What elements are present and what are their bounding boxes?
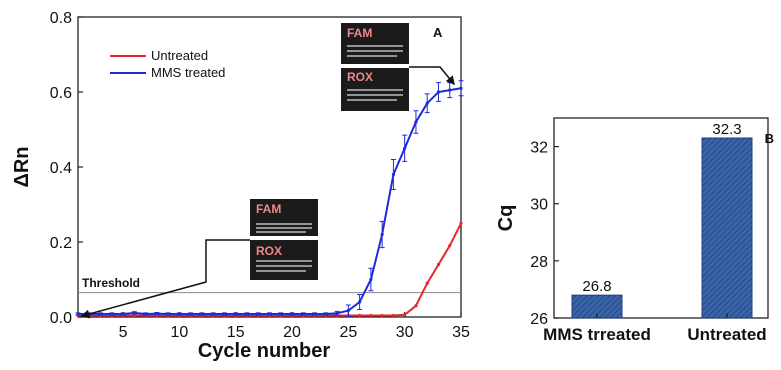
data-point xyxy=(290,312,294,316)
data-point xyxy=(459,86,463,90)
data-point xyxy=(403,313,407,317)
gel-image-low: FAM ROX xyxy=(250,199,318,280)
panel-b-letter: B xyxy=(765,131,774,146)
gel-label-rox-low: ROX xyxy=(256,244,282,258)
data-point xyxy=(121,312,125,316)
y-tick-label: 0.6 xyxy=(50,85,72,102)
panel-b-bars: 26.8 MMS trreated 32.3 Untreated xyxy=(543,121,767,344)
x-tick-label: 10 xyxy=(170,324,188,341)
data-point xyxy=(234,312,238,316)
gel-image-high: FAM ROX xyxy=(341,23,409,111)
data-point xyxy=(436,90,441,94)
connector-arrow-low xyxy=(80,239,250,319)
connector-arrow-high xyxy=(409,66,455,86)
data-point xyxy=(222,312,227,316)
data-point xyxy=(391,172,396,177)
y-tick-label: 0.8 xyxy=(50,10,72,27)
x-tick-label: 25 xyxy=(339,324,357,341)
y-tick-label: 0.0 xyxy=(50,310,72,327)
legend-label-mms-treated: MMS treated xyxy=(151,65,225,80)
y-tick-label: 30 xyxy=(530,197,548,214)
data-point xyxy=(414,304,418,308)
data-point xyxy=(76,312,80,316)
data-point xyxy=(335,311,339,315)
data-point xyxy=(369,277,373,282)
panel-a-ticks: 5 10 15 20 25 30 35 0.0 0.2 0.4 0.6 0.8 xyxy=(50,10,470,341)
data-point xyxy=(380,232,384,237)
gel-label-rox-high: ROX xyxy=(347,70,373,84)
x-tick-label: 5 xyxy=(119,324,128,341)
panel-b-bar-chart: 26 28 30 32 26.8 MMS trreated 32.3 Untreated B… xyxy=(495,117,774,344)
panel-a-y-axis-title: ΔRn xyxy=(11,146,33,187)
data-point xyxy=(301,312,305,316)
y-tick-label: 26 xyxy=(530,311,548,328)
x-tick-label: 15 xyxy=(227,324,245,341)
legend: Untreated MMS treated xyxy=(110,48,225,80)
data-point xyxy=(425,281,429,285)
y-tick-label: 32 xyxy=(530,140,548,157)
data-point xyxy=(132,311,136,315)
panel-a-x-axis-title: Cycle number xyxy=(198,340,330,362)
data-point xyxy=(132,313,136,318)
bar-value-label: 26.8 xyxy=(582,278,611,295)
data-point xyxy=(267,312,272,316)
y-tick-label: 0.2 xyxy=(50,235,72,252)
bar-untreated xyxy=(701,137,753,319)
panel-b-plot-frame xyxy=(553,117,769,319)
panel-b-ticks: 26 28 30 32 xyxy=(530,140,559,328)
data-point xyxy=(211,312,215,316)
data-point xyxy=(358,300,362,304)
data-point xyxy=(448,88,452,92)
y-tick-label: 0.4 xyxy=(50,160,72,177)
bar-value-label: 32.3 xyxy=(712,121,741,138)
legend-label-untreated: Untreated xyxy=(151,48,208,63)
gel-label-fam-high: FAM xyxy=(347,26,372,40)
data-point xyxy=(448,244,452,248)
x-tick-label: 35 xyxy=(452,324,470,341)
threshold-label: Threshold xyxy=(82,276,140,290)
data-point xyxy=(369,313,373,318)
panel-a-line-chart: 5 10 15 20 25 30 35 0.0 0.2 0.4 0.6 0.8 FAM ROX xyxy=(11,10,470,362)
panel-a-series xyxy=(75,80,464,318)
x-category-label: MMS trreated xyxy=(543,325,651,344)
data-point xyxy=(143,312,148,316)
data-point xyxy=(436,262,441,267)
data-point xyxy=(391,313,396,318)
gel-label-fam-low: FAM xyxy=(256,202,281,216)
x-category-label: Untreated xyxy=(687,325,766,344)
data-point xyxy=(177,312,181,316)
data-point xyxy=(155,312,159,316)
data-point xyxy=(459,221,463,225)
data-point xyxy=(346,309,350,313)
panel-a-letter: A xyxy=(433,25,443,40)
data-point xyxy=(256,312,260,316)
data-point xyxy=(312,312,317,316)
x-tick-label: 20 xyxy=(283,324,301,341)
data-point xyxy=(189,312,193,316)
data-point xyxy=(358,313,362,318)
panel-b-y-axis-title: Cq xyxy=(495,205,517,232)
data-point xyxy=(324,312,328,316)
data-point xyxy=(245,312,249,316)
data-point xyxy=(380,313,384,318)
data-point xyxy=(279,312,283,316)
data-point xyxy=(110,312,114,316)
data-point xyxy=(403,146,407,150)
x-tick-label: 30 xyxy=(396,324,414,341)
data-point xyxy=(200,312,204,316)
data-point xyxy=(166,312,170,316)
data-point xyxy=(98,312,103,316)
data-point xyxy=(414,120,418,124)
data-point xyxy=(425,101,429,105)
y-tick-label: 28 xyxy=(530,254,548,271)
